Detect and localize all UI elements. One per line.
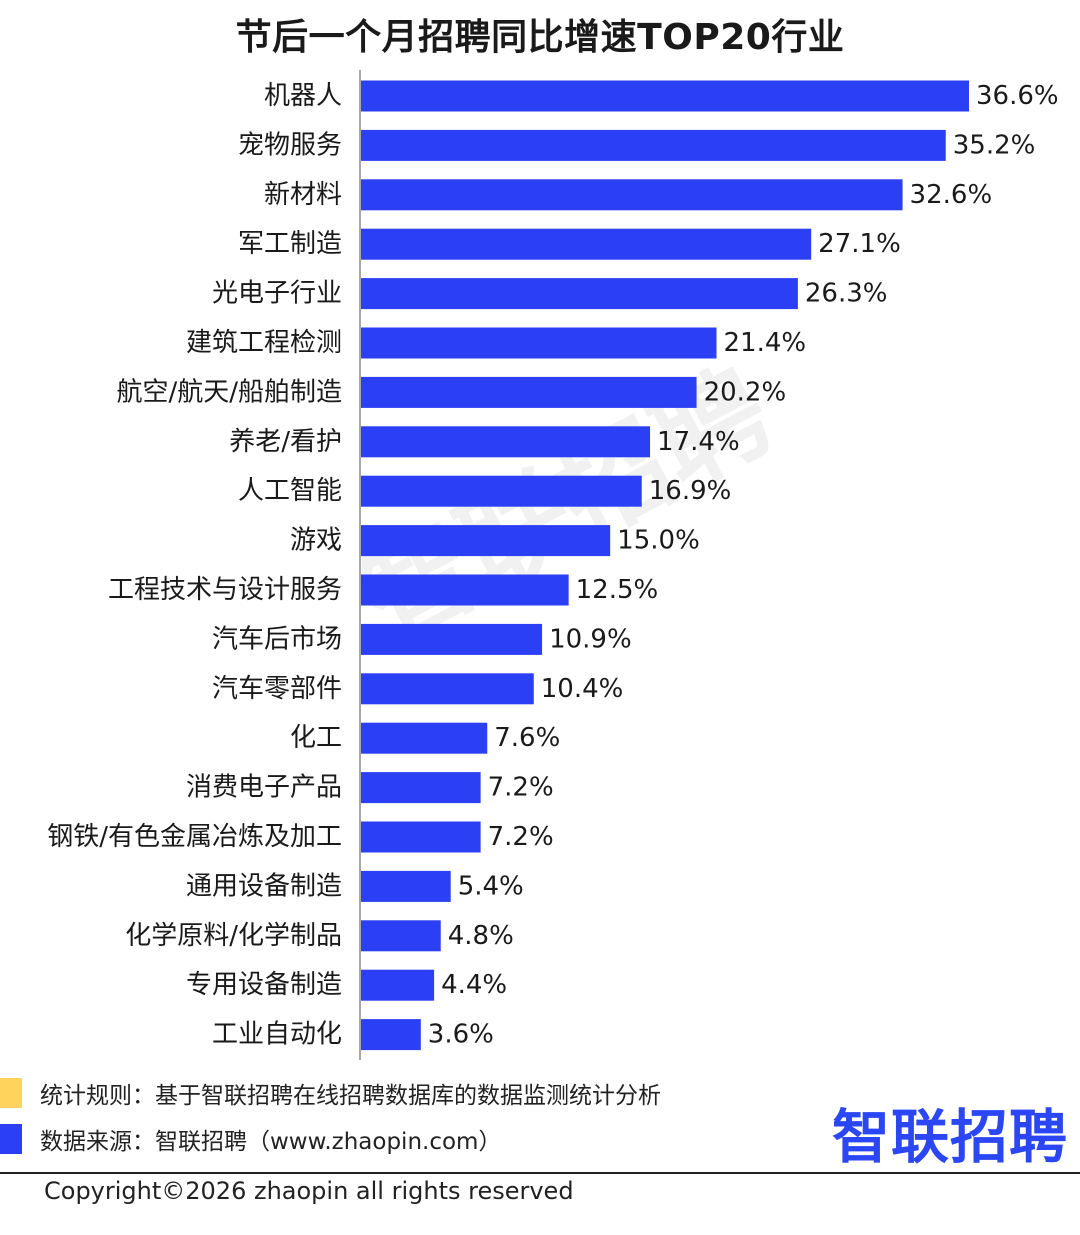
brand-logo: 智联招聘 [831,1103,1068,1171]
value-label: 26.3% [805,279,888,309]
category-label: 汽车后市场 [212,624,342,654]
bar [361,376,697,408]
value-label: 7.2% [488,773,554,803]
bar [361,870,451,902]
category-label: 养老/看护 [229,427,342,457]
category-label: 汽车零部件 [212,674,342,704]
category-label: 钢铁/有色金属冶炼及加工 [47,822,342,852]
category-label: 化工 [290,723,342,753]
value-label: 35.2% [953,130,1036,160]
copyright: Copyright©2026 zhaopin all rights reserv… [44,1177,574,1205]
category-label: 化学原料/化学制品 [125,921,342,951]
category-label: 工业自动化 [212,1020,342,1050]
bar [361,278,798,310]
bar [361,623,543,655]
note-rule-swatch [0,1078,22,1108]
value-label: 3.6% [428,1020,494,1050]
value-label: 7.6% [494,723,560,753]
value-label: 4.4% [441,970,507,1000]
bar-chart: 机器人 36.6% 宠物服务 35.2% 新材料 32.6% 军工制造 27.1% 光电子行业 2… [47,70,1059,1060]
value-label: 5.4% [458,871,524,901]
note-rule: 统计规则：基于智联招聘在线招聘数据库的数据监测统计分析 [0,1077,661,1109]
value-label: 32.6% [910,180,993,210]
value-label: 4.8% [448,921,514,951]
value-label: 16.9% [649,476,732,506]
bar [361,228,812,260]
note-source-text: 数据来源：智联招聘（www.zhaopin.com） [40,1129,502,1155]
bar [361,920,441,952]
value-label: 12.5% [576,575,659,605]
note-source: 数据来源：智联招聘（www.zhaopin.com） [0,1123,501,1155]
category-label: 通用设备制造 [186,871,342,901]
category-label: 航空/航天/船舶制造 [116,377,342,407]
category-label: 机器人 [264,81,342,111]
category-label: 新材料 [264,180,342,210]
category-label: 建筑工程检测 [186,328,342,358]
category-label: 光电子行业 [212,279,342,309]
bar [361,574,569,606]
chart-title: 节后一个月招聘同比增速TOP20行业 [235,17,845,58]
note-rule-text: 统计规则：基于智联招聘在线招聘数据库的数据监测统计分析 [40,1083,661,1109]
bar [361,772,481,804]
category-label: 消费电子产品 [186,773,342,803]
value-label: 10.9% [549,624,632,654]
bar [361,327,717,359]
value-label: 36.6% [976,81,1059,111]
value-label: 20.2% [704,377,787,407]
category-label: 宠物服务 [238,130,342,160]
bar [361,969,435,1001]
value-label: 15.0% [617,526,700,556]
bar [361,525,611,557]
bar [361,426,651,458]
bar [361,673,534,705]
bar [361,821,481,853]
category-label: 人工智能 [238,476,342,506]
bar [361,129,946,161]
note-source-swatch [0,1124,22,1154]
value-label: 27.1% [818,229,901,259]
bar [361,1019,421,1051]
value-label: 17.4% [657,427,740,457]
bar [361,475,642,507]
category-label: 工程技术与设计服务 [108,575,342,605]
value-label: 21.4% [723,328,806,358]
footer-divider [0,1172,1080,1174]
category-label: 游戏 [290,526,342,556]
category-label: 军工制造 [238,229,342,259]
value-label: 7.2% [488,822,554,852]
category-label: 专用设备制造 [186,970,342,1000]
bar [361,722,488,754]
bar [361,179,903,211]
bar [361,80,969,112]
value-label: 10.4% [541,674,624,704]
